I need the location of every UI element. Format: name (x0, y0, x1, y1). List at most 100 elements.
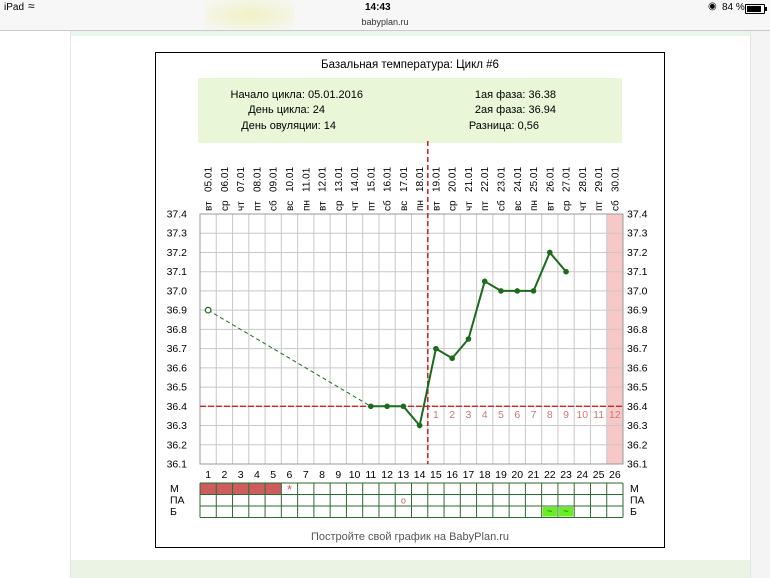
weekday-label: пт (480, 201, 491, 211)
day-number-label: 23 (560, 469, 572, 481)
y-tick-label-right: 37.4 (627, 209, 648, 221)
luteal-day-label: 5 (498, 409, 504, 421)
day-number-label: 5 (270, 469, 276, 481)
footer-link[interactable]: Постройте свой график на BabyPlan.ru (311, 531, 509, 543)
info-phase1: 1ая фаза: 36.38 (475, 89, 556, 101)
temperature-point (204, 306, 212, 314)
address-bar[interactable]: babyplan.ru (0, 16, 770, 31)
date-label: 07.01 (236, 167, 247, 192)
date-label: 11.01 (301, 167, 312, 192)
header-decoration (205, 0, 295, 30)
y-tick-label-right: 37.1 (627, 266, 648, 278)
row-label-left: М (170, 483, 179, 495)
content-border-left (70, 31, 71, 578)
weekday-label: вс (399, 201, 410, 211)
day-number-label: 21 (528, 469, 540, 481)
page-margin (751, 31, 770, 578)
luteal-day-label: 4 (482, 409, 488, 421)
day-number-label: 19 (495, 469, 507, 481)
temperature-segment (532, 252, 551, 292)
day-number-label: 3 (238, 469, 244, 481)
date-label: 08.01 (252, 167, 263, 192)
info-cycle-start: Начало цикла: 05.01.2016 (231, 89, 363, 101)
info-panel (198, 78, 622, 143)
date-label: 23.01 (496, 167, 507, 192)
info-cycle-day: День цикла: 24 (248, 104, 325, 116)
temperature-point (514, 288, 521, 294)
y-tick-label-right: 36.8 (627, 324, 648, 336)
day-number-label: 11 (365, 469, 376, 481)
plot-area: 36.1 36.1 36.2 36.2 36.3 36.3 36.4 36.4 36.5 36.5… (167, 141, 648, 518)
m-star-marker: * (287, 482, 292, 497)
weekday-label: чт (464, 201, 475, 211)
y-tick-label-left: 36.8 (167, 324, 188, 336)
temperature-segment (435, 347, 453, 360)
day-number-label: 22 (544, 469, 556, 481)
weekday-label: пн (301, 200, 312, 211)
date-label: 27.01 (562, 167, 573, 192)
weekday-label: ср (562, 200, 573, 211)
weekday-label: чт (350, 201, 361, 211)
weekday-label: пн (529, 200, 540, 211)
weekday-label: чт (578, 201, 589, 211)
temperature-point (384, 403, 390, 410)
b-marker-cell (558, 507, 574, 517)
y-tick-label-left: 36.5 (167, 382, 188, 394)
plot-border (199, 213, 624, 465)
day-number-label: 1 (205, 469, 211, 481)
url-text[interactable]: babyplan.ru (361, 17, 409, 27)
y-tick-label-left: 36.3 (167, 420, 188, 432)
row-label-right: ПА (630, 495, 645, 507)
weekday-label: пт (366, 201, 377, 211)
chart-frame: Базальная температура: Цикл #6 Начало ци… (155, 52, 665, 548)
luteal-day-label: 3 (466, 409, 472, 421)
luteal-day-label: 2 (449, 409, 455, 421)
y-tick-label-right: 36.4 (627, 401, 648, 413)
y-tick-label-right: 36.1 (627, 459, 648, 471)
top-stripe (70, 31, 750, 36)
day-number-label: 14 (414, 469, 426, 481)
temperature-segment (484, 280, 502, 292)
temperature-point (563, 268, 569, 275)
weekday-label: вт (545, 201, 556, 211)
y-tick-label-left: 36.6 (167, 362, 188, 374)
y-tick-label-left: 37.3 (167, 228, 188, 240)
date-label: 20.01 (448, 167, 459, 192)
weekday-label: вс (285, 201, 296, 211)
day-number-label: 17 (463, 469, 475, 481)
y-tick-label-left: 36.4 (167, 401, 188, 413)
date-label: 25.01 (529, 167, 540, 192)
y-tick-label-right: 36.5 (627, 382, 648, 394)
date-label: 18.01 (415, 167, 426, 192)
day-number-label: 7 (303, 469, 309, 481)
weekday-label: чт (236, 201, 247, 211)
day-number-label: 9 (335, 469, 341, 481)
temperature-segment (549, 251, 567, 273)
y-tick-label-left: 36.7 (167, 343, 188, 355)
info-phase2: 2ая фаза: 36.94 (475, 104, 556, 116)
luteal-day-label: 9 (563, 409, 569, 421)
day-number-label: 4 (254, 469, 260, 481)
date-label: 14.01 (350, 167, 361, 192)
weekday-label: вт (318, 201, 329, 211)
temperature-point (498, 288, 504, 294)
date-label: 28.01 (578, 167, 589, 192)
date-label: 30.01 (610, 167, 621, 192)
day-number-label: 10 (349, 469, 361, 481)
temperature-point (481, 278, 488, 285)
status-time: 14:43 (365, 2, 391, 13)
luteal-day-label: 10 (576, 409, 588, 421)
temperature-segment (402, 405, 421, 427)
date-label: 19.01 (431, 167, 442, 192)
weekday-label: сб (382, 200, 394, 211)
luteal-day-label: 11 (593, 409, 604, 421)
y-tick-label-right: 36.9 (627, 305, 648, 317)
day-number-label: 24 (576, 469, 588, 481)
weekday-label: пт (252, 201, 263, 211)
y-tick-label-right: 36.6 (627, 362, 648, 374)
battery-percent: 84 % (722, 2, 745, 13)
weekday-label: пн (415, 200, 426, 211)
temperature-point (546, 249, 553, 256)
b-marker: ~ (563, 506, 568, 516)
temperature-segment (451, 338, 470, 359)
